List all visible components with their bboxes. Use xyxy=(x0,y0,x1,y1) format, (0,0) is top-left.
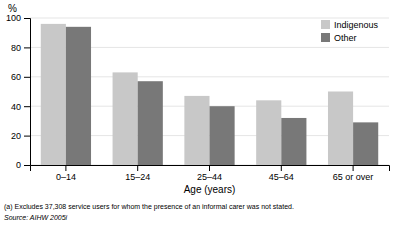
y-tick: 100 xyxy=(6,13,30,23)
y-axis-title: % xyxy=(8,3,17,14)
x-tick-mark xyxy=(209,165,210,171)
y-tick-label: 100 xyxy=(6,13,21,23)
footnote: (a) Excludes 37,308 service users for wh… xyxy=(4,203,294,211)
x-axis-title: Age (years) xyxy=(184,184,236,195)
x-tick: 25–44 xyxy=(197,165,222,182)
y-tick-label: 0 xyxy=(16,160,21,170)
y-tick-label: 20 xyxy=(11,131,21,141)
x-tick: 0–14 xyxy=(56,165,76,182)
y-tick: 80 xyxy=(11,43,30,53)
legend-label: Other xyxy=(334,33,357,43)
x-axis: 0–14 15–24 25–44 45–64 65 or over xyxy=(31,165,390,182)
bar xyxy=(210,106,235,165)
y-tick-mark xyxy=(24,77,30,78)
y-tick: 0 xyxy=(16,160,30,170)
x-tick: 45–64 xyxy=(269,165,294,182)
x-tick-mark xyxy=(137,165,138,171)
y-tick-mark xyxy=(24,18,30,19)
y-tick-label: 60 xyxy=(11,72,21,82)
chart: 0 20 40 60 80 100 0–14 15–24 25–44 45–64 65 or ove… xyxy=(0,0,397,227)
x-tick-label: 0–14 xyxy=(56,172,76,182)
legend-swatch xyxy=(321,20,330,29)
bar xyxy=(184,96,209,165)
plot: 0 20 40 60 80 100 0–14 15–24 25–44 45–64 65 or ove… xyxy=(6,13,390,182)
x-tick-label: 45–64 xyxy=(269,172,294,182)
legend-item: Indigenous xyxy=(321,20,379,30)
bar xyxy=(328,92,353,166)
bar xyxy=(66,27,91,165)
y-tick-mark xyxy=(24,136,30,137)
x-tick-label: 65 or over xyxy=(333,172,374,182)
bar xyxy=(138,81,163,165)
legend-swatch xyxy=(321,33,330,42)
y-tick-mark xyxy=(24,106,30,107)
x-axis-line xyxy=(31,166,390,172)
x-tick: 15–24 xyxy=(125,165,150,182)
legend: Indigenous Other xyxy=(321,20,379,43)
bar xyxy=(281,118,306,165)
y-tick-mark xyxy=(24,47,30,48)
x-tick-label: 25–44 xyxy=(197,172,222,182)
x-tick-mark xyxy=(65,165,66,171)
grid-line xyxy=(30,18,389,19)
y-tick-mark xyxy=(24,165,30,166)
bars xyxy=(41,24,378,165)
x-tick: 65 or over xyxy=(333,165,374,182)
legend-label: Indigenous xyxy=(334,20,379,30)
grid xyxy=(30,18,389,165)
bar xyxy=(353,122,378,165)
x-tick-mark xyxy=(281,165,282,171)
legend-item: Other xyxy=(321,33,357,43)
x-tick-mark xyxy=(353,165,354,171)
y-tick: 40 xyxy=(11,102,30,112)
bar xyxy=(256,100,281,165)
y-tick-label: 40 xyxy=(11,102,21,112)
bar xyxy=(41,24,66,165)
footnote: Source: AIHW 2005i xyxy=(4,214,68,221)
y-tick-label: 80 xyxy=(11,43,21,53)
y-tick: 20 xyxy=(11,131,30,141)
y-axis: 0 20 40 60 80 100 xyxy=(6,13,31,170)
y-tick: 60 xyxy=(11,72,30,82)
y-axis-line xyxy=(24,19,31,166)
x-tick-label: 15–24 xyxy=(125,172,150,182)
bar xyxy=(113,72,138,165)
